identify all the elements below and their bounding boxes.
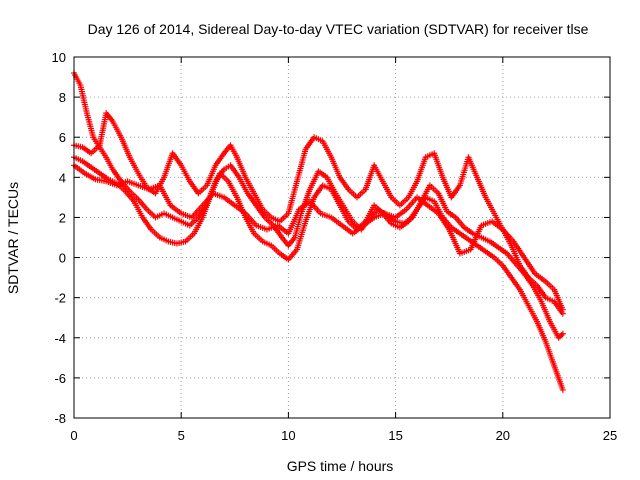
x-tick-label: 10	[281, 428, 295, 443]
y-tick-label: -6	[54, 371, 66, 386]
x-axis-label: GPS time / hours	[287, 458, 394, 474]
y-axis-label: SDTVAR / TECUs	[5, 182, 21, 294]
y-tick-label: 4	[59, 170, 66, 185]
data-point	[559, 330, 566, 337]
y-tick-label: -4	[54, 331, 66, 346]
axis-ticks: 0 5 10 15 20 25 -8 -6 -4 -2 0 2 4 6 8 10	[52, 50, 618, 443]
data-point	[559, 386, 566, 393]
series-track-2	[71, 154, 566, 393]
series-track-3	[71, 110, 566, 317]
y-tick-label: -2	[54, 291, 66, 306]
series-track-4	[71, 162, 566, 313]
x-tick-label: 5	[178, 428, 185, 443]
y-tick-label: 2	[59, 210, 66, 225]
y-tick-label: 6	[59, 130, 66, 145]
y-tick-label: 8	[59, 90, 66, 105]
x-tick-label: 25	[603, 428, 617, 443]
y-tick-label: 10	[52, 50, 66, 65]
grid	[74, 57, 610, 418]
y-tick-label: -8	[54, 411, 66, 426]
x-tick-label: 0	[70, 428, 77, 443]
chart-title: Day 126 of 2014, Sidereal Day-to-day VTE…	[88, 21, 589, 37]
y-tick-label: 0	[59, 251, 66, 266]
data-markers	[71, 70, 566, 393]
data-point	[559, 306, 566, 313]
x-tick-label: 20	[496, 428, 510, 443]
x-tick-label: 15	[388, 428, 402, 443]
plot-frame	[73, 56, 611, 419]
